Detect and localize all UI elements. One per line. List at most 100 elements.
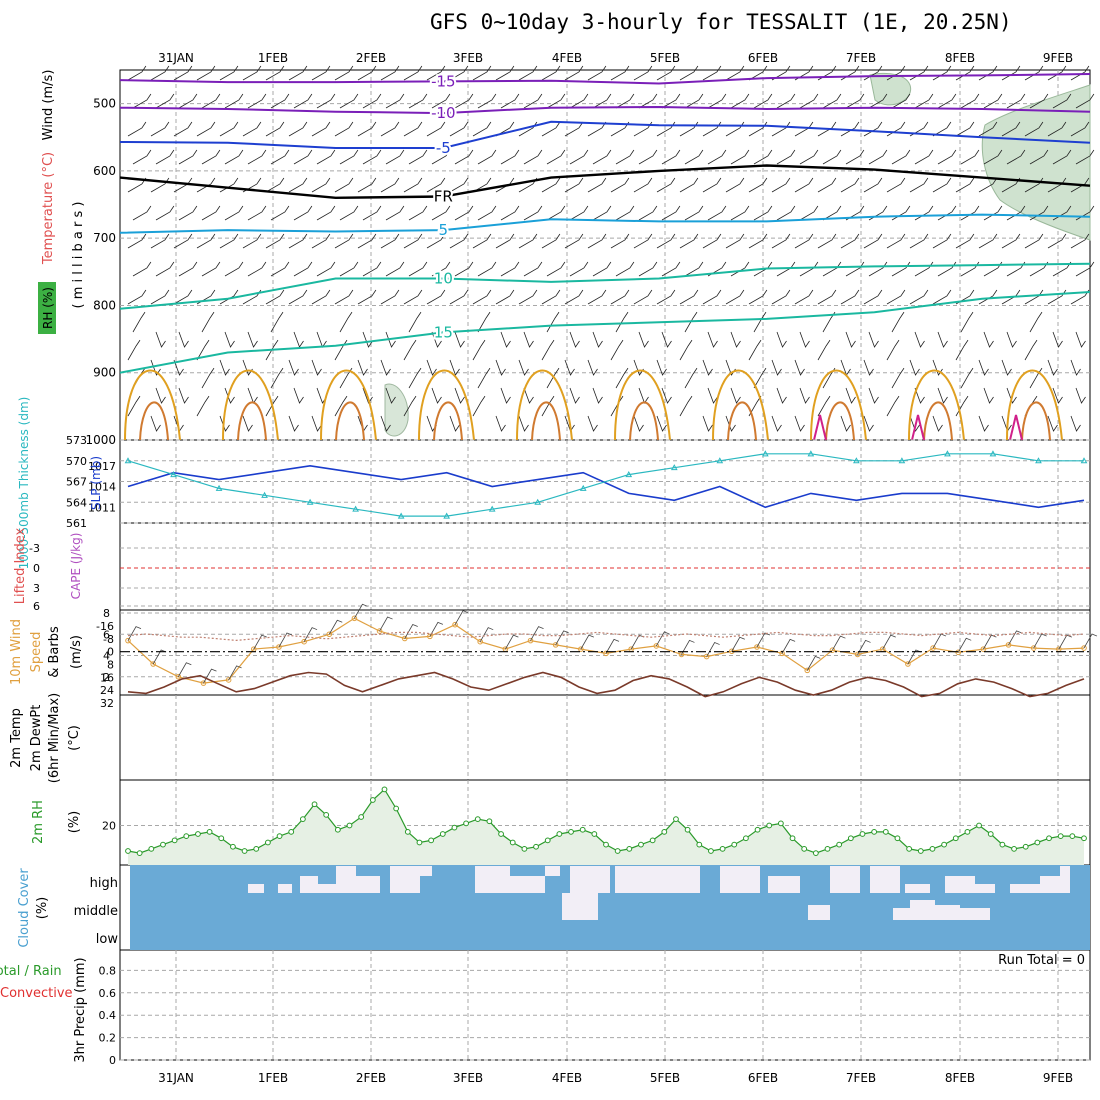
temp-tick-label: -8 [103,633,114,646]
rh2m-marker [125,848,131,854]
date-tick-label-top: 1FEB [258,51,288,65]
wind-barb [380,121,400,137]
dewpt-axis-label: 2m DewPt [29,705,44,772]
wind-barb [385,93,405,109]
wind-barb [454,331,465,348]
wind-barb [546,149,566,165]
cloud-gap [660,866,700,893]
wind-barb [1075,93,1095,109]
li-tick-label: 6 [33,600,40,613]
wind-barb [863,177,883,193]
rh2m-marker [451,824,458,831]
li-tick-label: 0 [33,562,40,575]
wind-barb [242,415,253,432]
wind-barb [656,415,667,432]
wind-barb [633,289,653,305]
wind10m-barb [429,621,444,637]
rh2m-marker [719,845,726,852]
date-tick-label-top: 7FEB [846,51,876,65]
thickness-marker [306,498,314,505]
wind-barb [960,261,980,277]
isotherm-line [119,213,1091,234]
wind-barb [219,289,239,305]
wind-barb [730,331,741,348]
wind-barb [546,311,560,333]
wind-barb [408,311,422,333]
wind-barb [845,149,865,165]
wind10m-marker [955,649,962,656]
wind-barb [702,233,722,249]
panel-frame-precip [119,949,1091,1061]
cloud-gap [615,866,660,893]
wind-barb [937,331,948,348]
wind-barb [868,261,888,277]
thickness-axis-label: 1000-500mb Thickness (dm) [17,397,31,570]
wind-barb [541,65,561,81]
wind-barb [1075,387,1086,404]
wind-barb [495,415,506,432]
rh2m-marker [952,835,959,842]
thickness-tick-label: 567 [66,476,87,489]
wind-barb [817,289,837,305]
wind-barb [132,205,152,221]
wind-barb [334,177,354,193]
wind10m-barb [328,619,343,635]
wind10m-barb [454,610,469,625]
wind-barb [794,177,814,193]
wind-barb [587,65,607,81]
wind-barb [523,387,534,404]
rh2m-marker [684,826,691,833]
wind-barb [799,149,819,165]
rh2m-marker [334,826,341,833]
wind-barb [1024,339,1038,361]
wind-barb [196,233,216,249]
wind-barb [311,233,331,249]
rh2m-marker [299,816,306,823]
wind-barb [840,289,860,305]
wind-barb [408,367,422,389]
cloud-gap [720,866,760,893]
wind-barb [615,149,635,165]
wind-barb [610,339,624,361]
wind10m-marker [427,633,433,640]
wind-barb [500,149,520,165]
wind-barb [472,339,486,361]
wind-barb [155,331,166,348]
wind-barb [265,289,285,305]
wind-barb [794,121,814,137]
date-tick-label-bottom: 6FEB [748,1071,778,1085]
rh2m-marker [544,837,551,844]
wind-barb [155,261,175,277]
wind-barb [891,261,911,277]
wind-barb [541,289,561,305]
wind-barb [224,331,235,348]
wind-barb [265,65,285,81]
rh-contour-arc [923,401,953,441]
rh2m-marker [696,841,703,848]
rh2m-marker [743,835,749,842]
wind-barb [541,121,561,137]
wind-barb [684,93,704,109]
wind-barb [1001,359,1012,376]
thickness-tick-label: 570 [66,455,87,468]
wind-barb [822,205,842,221]
wind-barb [518,359,529,376]
wind-barb [886,339,900,361]
precip-tick-label: 0.6 [99,987,117,1000]
thickness-marker [1080,457,1088,464]
date-tick-label-top: 5FEB [650,51,680,65]
wind-barb [822,261,842,277]
wind-barb [886,395,900,417]
wind-barb [633,65,653,81]
wind10m-barb [806,655,821,671]
wind-barb [150,65,170,81]
cloud-gap [318,884,340,893]
cloud-gap [570,866,610,893]
temperature-axis-label: Temperature (°C) [41,152,56,265]
rh2m-marker [230,843,236,850]
wind-barb [385,261,405,277]
rh2m-marker [393,805,400,812]
wind-barb [334,121,354,137]
wind-barb [288,359,299,376]
wind-barb [431,205,451,221]
